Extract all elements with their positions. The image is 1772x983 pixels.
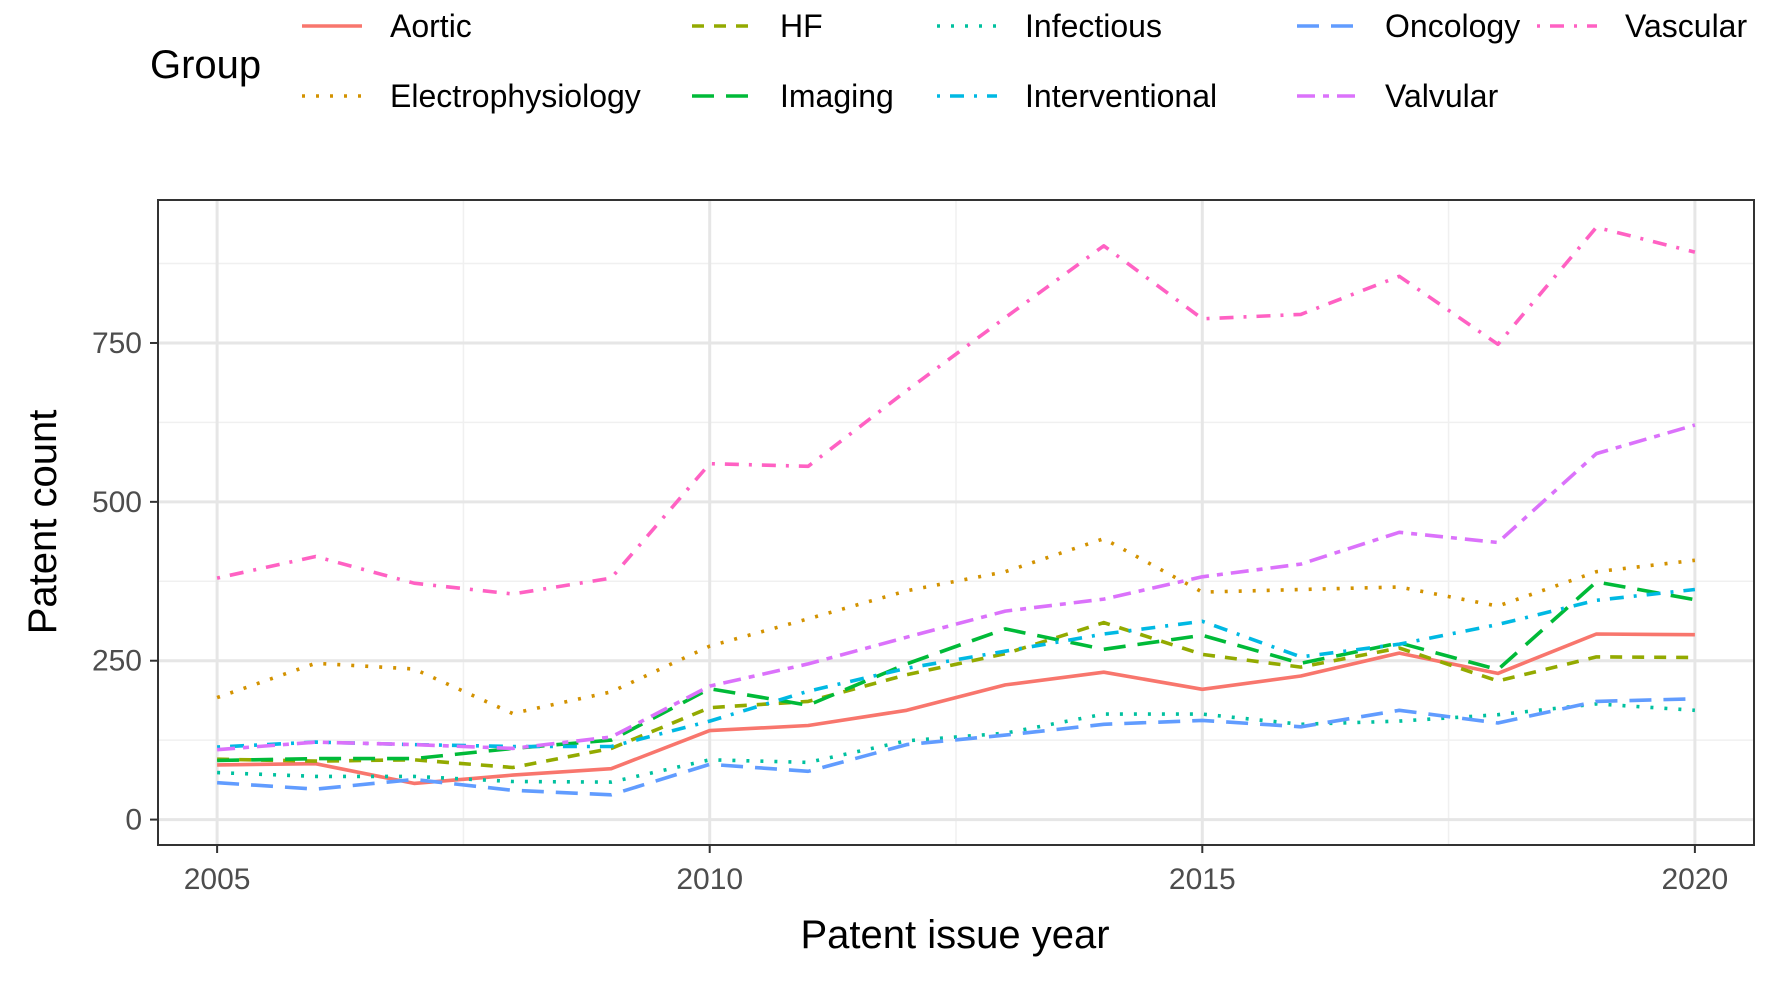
legend-label-hf: HF (780, 8, 823, 44)
series-line-vascular (216, 225, 1696, 596)
legend-label-valvular: Valvular (1385, 78, 1499, 114)
series-line-electrophysiology (216, 536, 1696, 716)
axes: 2005 2010 2015 2020 0 250 500 750 (92, 327, 1728, 896)
x-axis-title: Patent issue year (800, 913, 1109, 957)
legend: Group Aortic Electrophysiology HF Imaging In… (150, 8, 1747, 114)
legend-label-interventional: Interventional (1025, 78, 1217, 114)
legend-label-vascular: Vascular (1625, 8, 1747, 44)
legend-label-oncology: Oncology (1385, 8, 1520, 44)
y-axis-title: Patent count (21, 410, 65, 635)
y-tick-label: 750 (92, 327, 142, 360)
series-lines (216, 225, 1696, 797)
y-tick-label: 250 (92, 645, 142, 678)
plot-frame (157, 199, 1755, 846)
legend-label-aortic: Aortic (390, 8, 472, 44)
y-tick-label: 500 (92, 486, 142, 519)
gridlines (158, 200, 1754, 845)
series-line-imaging (217, 580, 1696, 763)
y-tick-label: 0 (125, 804, 142, 837)
panel-border (157, 199, 1755, 846)
series-line-valvular (216, 423, 1696, 752)
legend-label-electrophysiology: Electrophysiology (390, 78, 641, 114)
legend-title: Group (150, 43, 261, 87)
series-line-hf (217, 620, 1695, 770)
legend-label-infectious: Infectious (1025, 8, 1162, 44)
x-tick-label: 2020 (1662, 863, 1729, 896)
x-tick-label: 2015 (1169, 863, 1236, 896)
x-tick-label: 2010 (676, 863, 743, 896)
legend-label-imaging: Imaging (780, 78, 894, 114)
series-line-oncology (216, 697, 1695, 797)
series-line-infectious (217, 702, 1696, 784)
x-tick-label: 2005 (184, 863, 251, 896)
